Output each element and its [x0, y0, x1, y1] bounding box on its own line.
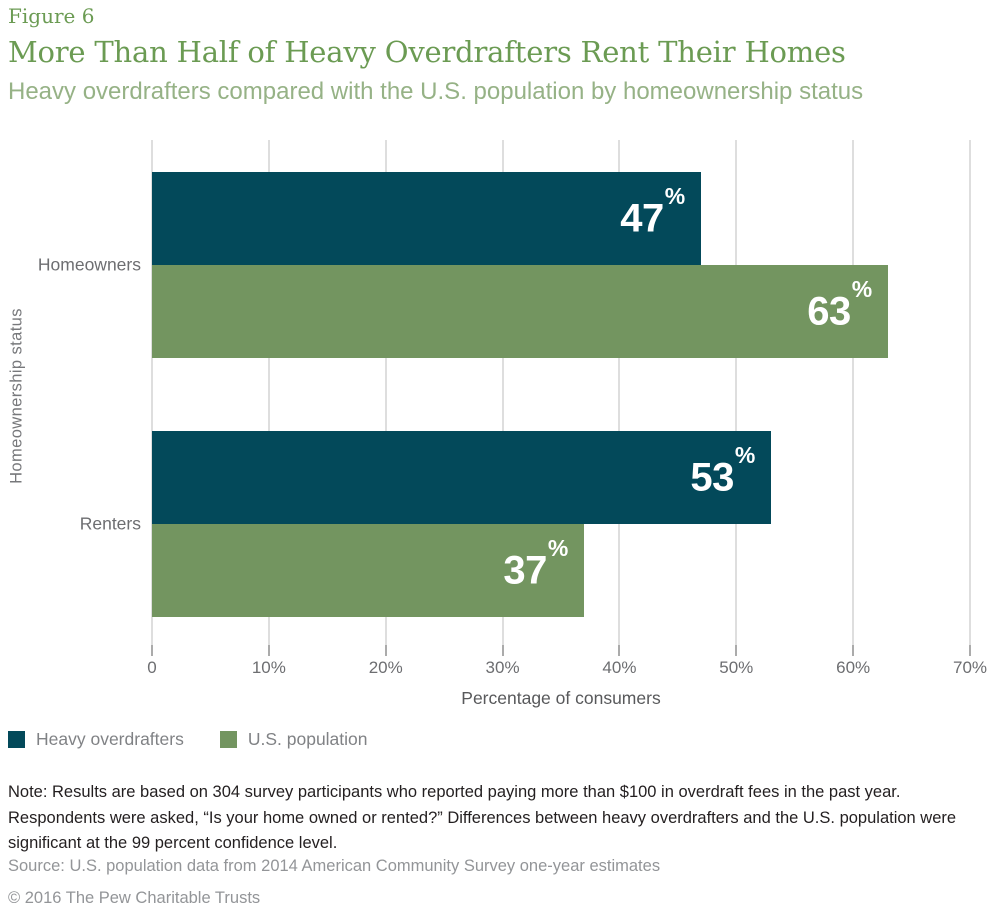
legend-label: U.S. population: [247, 729, 368, 749]
gridline-10%: [267, 140, 270, 645]
percent-sign: %: [851, 276, 873, 303]
gridline-60%: [852, 140, 855, 645]
x-axis-tick-label: 50%: [719, 658, 754, 677]
axis-tick-30%: [501, 645, 504, 656]
category-label-homeowners: Homeowners: [37, 254, 141, 275]
legend-label: Heavy overdrafters: [36, 729, 184, 749]
axis-tick-0: [151, 645, 153, 656]
percent-sign: %: [547, 535, 569, 562]
category-label-renters: Renters: [79, 513, 141, 534]
axis-tick-20%: [384, 645, 387, 656]
source-text: Source: U.S. population data from 2014 A…: [8, 857, 661, 875]
axis-tick-10%: [267, 645, 270, 656]
axis-tick-40%: [618, 645, 621, 656]
bar-homeowners-heavy-overdrafters: 47%: [152, 172, 702, 265]
bar-homeowners-u-s-population: 63%: [152, 265, 889, 358]
chart-header: Figure 6 More Than Half of Heavy Overdra…: [8, 4, 983, 106]
chart-legend: Heavy overdrafters U.S. population: [8, 729, 404, 750]
x-axis-tick-label: 40%: [602, 658, 637, 677]
copyright-text: © 2016 The Pew Charitable Trusts: [8, 889, 261, 907]
bar-value-label: 47%: [620, 183, 686, 241]
gridline-20%: [384, 140, 387, 645]
x-axis-title: Percentage of consumers: [461, 688, 661, 708]
bar-renters-heavy-overdrafters: 53%: [152, 431, 772, 524]
legend-item-heavy-overdrafters: Heavy overdrafters: [8, 729, 184, 750]
axis-tick-70%: [969, 645, 971, 656]
note-text: Note: Results are based on 304 survey pa…: [8, 783, 957, 852]
bar-value-label: 37%: [503, 535, 569, 593]
bar-value-label: 53%: [690, 442, 756, 500]
bar-renters-u-s-population: 37%: [152, 524, 585, 617]
y-axis-title: Homeownership status: [7, 308, 26, 484]
gridline-70%: [969, 140, 971, 645]
axis-tick-60%: [852, 645, 855, 656]
legend-swatch-icon: [219, 731, 237, 748]
legend-item-u-s-population: U.S. population: [219, 729, 368, 750]
axis-tick-50%: [735, 645, 738, 656]
x-axis-tick-label: 20%: [368, 658, 403, 677]
figure-label: Figure 6: [8, 4, 95, 28]
x-axis-tick-label: 0: [147, 658, 157, 677]
legend-swatch-icon: [8, 731, 25, 748]
percent-sign: %: [734, 442, 756, 469]
page-subtitle: Heavy overdrafters compared with the U.S…: [8, 78, 864, 105]
gridline-30%: [501, 140, 504, 645]
x-axis-tick-label: 60%: [836, 658, 871, 677]
gridline-50%: [735, 140, 738, 645]
page-title: More Than Half of Heavy Overdrafters Ren…: [8, 35, 846, 69]
x-axis-tick-label: 30%: [485, 658, 520, 677]
percent-sign: %: [664, 183, 686, 210]
gridline-40%: [618, 140, 621, 645]
x-axis-tick-label: 10%: [251, 658, 286, 677]
bar-value-label: 63%: [807, 276, 873, 334]
gridline-0: [151, 140, 153, 645]
x-axis-tick-label: 70%: [952, 658, 988, 677]
horizontal-bar-chart: Homeownership status Percentage of consu…: [0, 140, 990, 710]
